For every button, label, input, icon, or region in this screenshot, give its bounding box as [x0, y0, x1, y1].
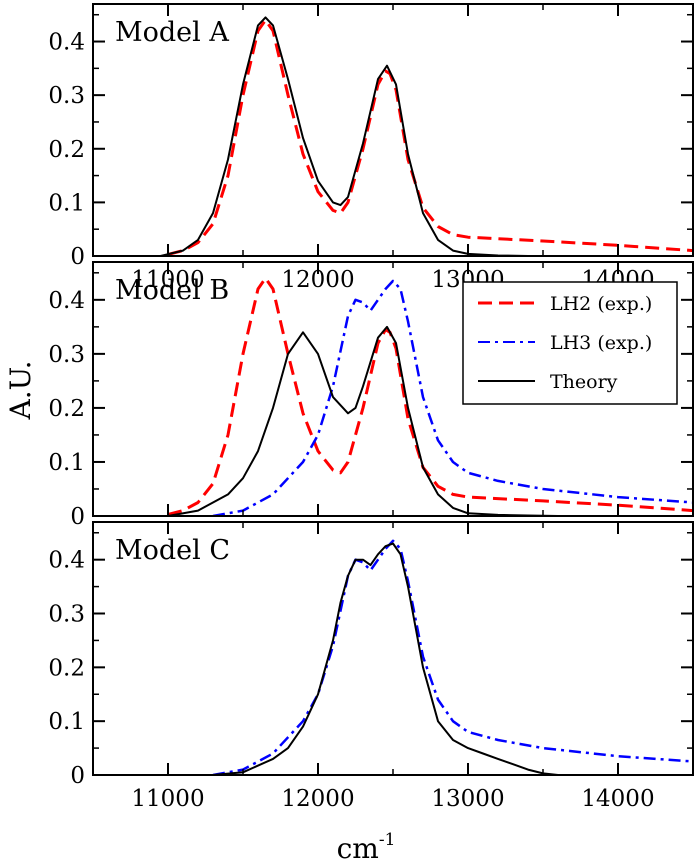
y-tick-label: 0.4	[48, 30, 85, 56]
legend-box	[462, 281, 678, 405]
legend: LH2 (exp.) LH3 (exp.) Theory	[462, 281, 678, 405]
series-line-theory	[167, 325, 559, 516]
y-tick-label: 0.1	[48, 190, 85, 216]
y-tick-label: 0.4	[48, 288, 85, 314]
x-tick-label: 13000	[431, 786, 504, 812]
series-line-theory	[212, 542, 559, 775]
y-tick-label: 0.3	[48, 83, 85, 109]
legend-label-lh2: LH2 (exp.)	[550, 293, 652, 315]
y-tick-label: 0.4	[48, 548, 85, 574]
x-axis-title-base: cm	[337, 832, 379, 863]
y-tick-label: 0	[70, 244, 85, 270]
y-tick-label: 0	[70, 763, 85, 789]
panel-title: Model A	[115, 17, 229, 48]
panel-title: Model C	[115, 535, 230, 566]
series-line-lh2-exp	[167, 276, 693, 516]
series-line-lh2-exp	[167, 18, 693, 256]
y-tick-label: 0.2	[48, 396, 85, 422]
x-tick-label: 11000	[131, 786, 204, 812]
panel-2: 0 0.1 0.2 0.3 0.4 Model B	[48, 261, 694, 530]
y-tick-label: 0	[70, 504, 85, 530]
series-line-lh3-exp	[212, 539, 693, 775]
panels: 0 0.1 0.2 0.3 0.4 11000 12000 13000 14000 Model A…	[48, 3, 694, 812]
panel-title: Model B	[115, 275, 229, 306]
y-tick-label: 0.2	[48, 137, 85, 163]
y-tick-label: 0.3	[48, 602, 85, 628]
x-tick-label: 12000	[281, 786, 354, 812]
legend-label-theory: Theory	[550, 371, 618, 393]
x-axis-title: cm-1	[337, 830, 396, 863]
y-tick-label: 0.3	[48, 342, 85, 368]
y-axis-title: A.U.	[4, 360, 37, 420]
panel-3: 0 0.1 0.2 0.3 0.4 11000 12000 13000 14000 Model C	[48, 521, 694, 812]
x-tick-label: 14000	[581, 786, 654, 812]
legend-label-lh3: LH3 (exp.)	[550, 332, 652, 354]
y-tick-label: 0.1	[48, 709, 85, 735]
y-tick-label: 0.2	[48, 655, 85, 681]
series-line-lh3-exp	[212, 279, 693, 516]
series-line-theory	[160, 16, 529, 256]
y-tick-label: 0.1	[48, 450, 85, 476]
x-axis-title-superscript: -1	[379, 830, 396, 850]
